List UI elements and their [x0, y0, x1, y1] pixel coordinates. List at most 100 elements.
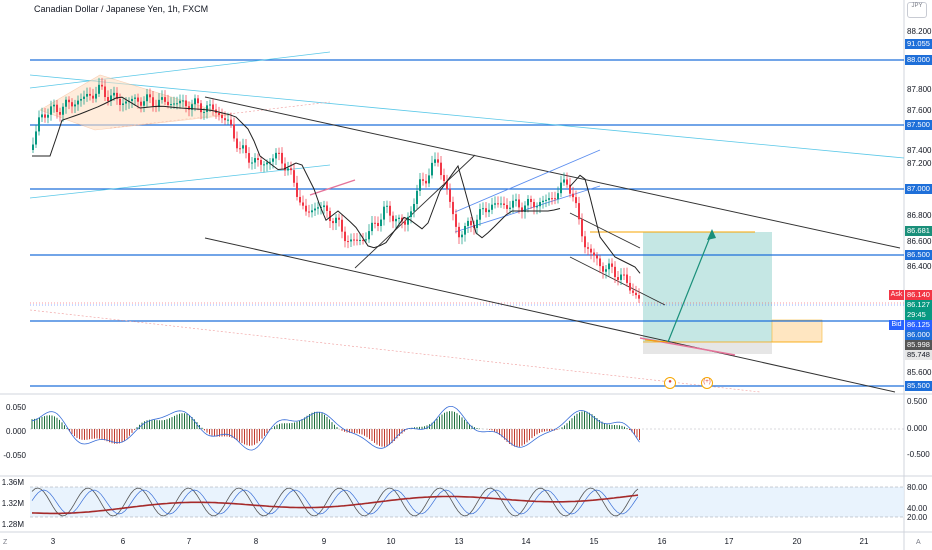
candle-body: [506, 205, 508, 209]
auto-scale-icon[interactable]: A: [916, 539, 921, 546]
candle-body: [146, 94, 148, 102]
candle-body: [575, 197, 577, 204]
price-axis[interactable]: 88.200 87.800 87.600 87.400 87.200 86.80…: [907, 0, 932, 394]
candle-body: [161, 97, 163, 100]
zoom-icon[interactable]: Z: [3, 539, 8, 546]
osc-left-tick: 0.000: [5, 427, 26, 436]
candle-body: [296, 182, 298, 197]
candle-body: [293, 170, 295, 183]
candle-body: [140, 101, 142, 106]
pink-dashed-line-lower: [29, 309, 761, 393]
candle-body: [512, 200, 514, 208]
candle-body: [62, 106, 64, 115]
osc-right-tick: 0.500: [907, 397, 928, 406]
time-tick: 15: [589, 537, 599, 546]
candle-body: [47, 114, 49, 118]
candle-body: [50, 106, 52, 115]
candle-body: [590, 248, 592, 253]
price-badge-87000: 87.000: [905, 184, 932, 194]
candle-body: [572, 193, 574, 198]
event-marker-plus[interactable]: (+): [701, 377, 713, 389]
candle-body: [38, 117, 40, 132]
price-tick: 86.400: [907, 262, 932, 271]
candle-body: [467, 220, 469, 226]
candle-body: [116, 92, 118, 99]
candle-body: [584, 236, 586, 248]
candle-body: [626, 274, 628, 283]
currency-selector[interactable]: JPY: [907, 2, 927, 18]
candle-body: [164, 97, 166, 102]
candle-body: [224, 118, 226, 121]
candle-body: [419, 179, 421, 191]
candle-body: [323, 205, 325, 208]
candle-body: [518, 199, 520, 208]
candle-body: [299, 196, 301, 203]
candle-body: [245, 145, 247, 154]
price-badge-88000: 88.000: [905, 55, 932, 65]
time-tick: 7: [186, 537, 192, 546]
candle-body: [404, 221, 406, 225]
candle-body: [107, 97, 109, 102]
candle-body: [617, 277, 619, 280]
event-marker-dot[interactable]: ●: [664, 377, 676, 389]
candle-body: [35, 131, 37, 145]
candle-body: [278, 152, 280, 154]
candle-body: [77, 100, 79, 105]
candle-body: [80, 98, 82, 101]
stoch-left-tick: 1.28M: [1, 520, 24, 529]
candle-body: [272, 158, 274, 162]
price-badge-87500: 87.500: [905, 120, 932, 130]
candle-body: [332, 221, 334, 224]
candle-body: [455, 214, 457, 227]
price-tick: 88.200: [907, 27, 932, 36]
candle-body: [428, 175, 430, 184]
small-channel-lower: [569, 256, 666, 306]
candle-body: [425, 180, 427, 184]
candle-body: [413, 203, 415, 212]
candle-body: [350, 239, 352, 242]
candle-body: [560, 182, 562, 194]
candle-body: [239, 148, 241, 150]
candle-body: [260, 159, 262, 165]
candle-body: [236, 138, 238, 149]
time-tick: 17: [724, 537, 734, 546]
candle-body: [308, 211, 310, 213]
candle-body: [329, 210, 331, 222]
price-badge-stop: 85.998: [905, 340, 932, 350]
candle-body: [335, 217, 337, 224]
candle-body: [167, 101, 169, 106]
candle-body: [530, 198, 532, 203]
blue-channel-upper: [454, 149, 601, 213]
candle-body: [311, 210, 313, 213]
candle-body: [284, 163, 286, 171]
candle-body: [521, 207, 523, 212]
candle-body: [134, 97, 136, 99]
candle-body: [98, 84, 100, 94]
candle-body: [143, 101, 145, 106]
candle-body: [437, 159, 439, 163]
candle-body: [386, 205, 388, 207]
rising-wedge-line: [354, 154, 476, 269]
stoch-left-tick: 1.36M: [1, 478, 24, 487]
candle-body: [515, 199, 517, 201]
currency-label: JPY: [911, 3, 923, 9]
candle-body: [374, 222, 376, 224]
candle-body: [263, 164, 265, 166]
osc-right-tick: 0.000: [907, 424, 928, 433]
candle-body: [596, 255, 598, 259]
candle-body: [266, 162, 268, 165]
stoch-right-tick: 20.00: [907, 513, 928, 522]
pink-segment: [309, 179, 356, 196]
candle-body: [317, 207, 319, 209]
candle-body: [410, 211, 412, 217]
candle-body: [188, 106, 190, 110]
candle-body: [536, 206, 538, 208]
candle-body: [59, 112, 61, 115]
candle-body: [227, 119, 229, 121]
candle-body: [533, 202, 535, 208]
time-axis[interactable]: 3 6 7 8 9 10 13 14 15 16 17 20 21: [0, 533, 904, 550]
candle-body: [461, 234, 463, 238]
time-tick: 13: [454, 537, 464, 546]
ask-label: Ask: [889, 290, 904, 300]
